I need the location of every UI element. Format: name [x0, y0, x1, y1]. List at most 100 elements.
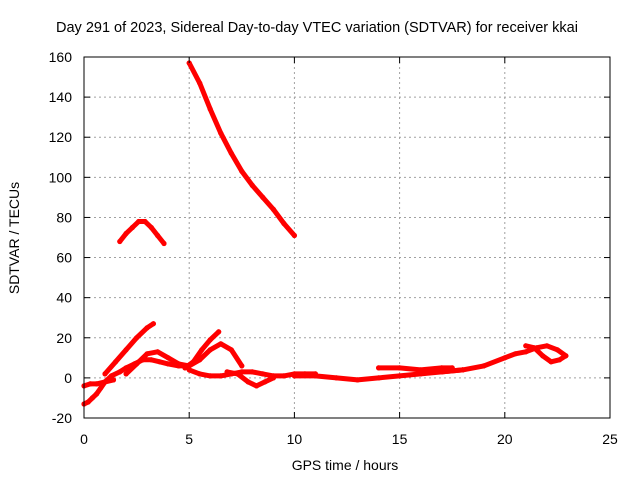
data-point — [228, 150, 234, 156]
data-point — [161, 240, 167, 247]
data-point — [291, 373, 297, 379]
data-point — [270, 206, 276, 212]
data-point — [418, 371, 424, 377]
data-point — [260, 194, 266, 200]
data-point — [197, 357, 203, 363]
data-point — [123, 371, 129, 377]
data-point — [197, 80, 203, 86]
series-arc-mid — [117, 218, 167, 247]
data-point — [110, 377, 117, 383]
data-point — [512, 351, 518, 357]
data-point — [136, 218, 142, 225]
plot-frame — [83, 56, 611, 419]
data-point — [418, 367, 424, 373]
series-arc-dip — [224, 369, 276, 389]
data-point — [165, 361, 171, 367]
data-point — [123, 365, 129, 371]
data-point — [207, 106, 213, 112]
y-tick-label-40: 40 — [56, 290, 72, 306]
data-point — [354, 377, 361, 383]
data-point — [87, 381, 93, 387]
data-point — [249, 182, 255, 188]
data-point — [523, 343, 529, 349]
data-point — [140, 357, 146, 363]
data-point — [397, 365, 403, 371]
y-tick-label-60: 60 — [56, 250, 72, 266]
data-point — [148, 357, 154, 363]
y-axis-label: SDTVAR / TECUs — [6, 182, 22, 294]
series-trace-arc-late — [439, 343, 569, 375]
data-point — [376, 365, 382, 371]
data-point — [89, 395, 95, 401]
data-point — [113, 359, 119, 365]
x-axis-label: GPS time / hours — [292, 457, 399, 473]
data-point — [460, 367, 466, 373]
series-arc-early — [81, 357, 192, 407]
data-point — [131, 361, 138, 367]
y-tick-label-120: 120 — [49, 129, 73, 145]
series-arc-late-b — [523, 343, 569, 365]
x-tick-label-15: 15 — [392, 431, 408, 447]
data-point — [155, 232, 161, 239]
series-trace-arc-early — [81, 357, 192, 407]
x-tick-label-5: 5 — [185, 431, 193, 447]
x-tick-label-25: 25 — [602, 431, 618, 447]
data-point — [117, 238, 123, 245]
data-point — [123, 347, 129, 353]
data-point — [216, 329, 222, 335]
data-point — [253, 383, 260, 389]
data-point — [165, 355, 171, 361]
data-point — [150, 321, 156, 327]
data-point — [481, 363, 487, 369]
data-point — [144, 325, 150, 331]
data-point — [186, 363, 192, 369]
y-tick-label-20: 20 — [56, 330, 72, 346]
data-point — [531, 345, 537, 351]
data-point — [102, 379, 108, 385]
series-trace-arc-high — [186, 60, 297, 238]
x-tick-label-20: 20 — [497, 431, 513, 447]
data-point — [563, 353, 569, 359]
data-point — [270, 375, 276, 381]
data-point — [207, 337, 213, 343]
data-point — [129, 224, 135, 231]
data-point — [218, 341, 224, 347]
y-tick-label-160: 160 — [49, 49, 73, 65]
data-point — [544, 343, 550, 349]
data-point — [108, 373, 114, 379]
y-tick-label-140: 140 — [49, 89, 73, 105]
x-tick-label-0: 0 — [80, 431, 88, 447]
data-point — [523, 349, 529, 355]
data-point — [245, 379, 251, 385]
data-point — [197, 371, 203, 377]
data-point — [556, 357, 563, 363]
data-point — [142, 218, 148, 225]
x-tick-label-10: 10 — [287, 431, 303, 447]
data-point — [98, 385, 104, 391]
data-point — [176, 363, 182, 369]
data-point — [554, 347, 561, 353]
data-point — [281, 220, 287, 227]
data-point — [117, 369, 123, 375]
axis-ticks: 0 5 10 15 20 25 -20 0 20 40 60 80 100 120 140 160 — [49, 49, 618, 447]
data-point — [207, 347, 213, 353]
y-tick-label--20: -20 — [52, 410, 72, 426]
data-point — [260, 371, 266, 377]
data-point — [397, 373, 403, 379]
data-point — [502, 355, 508, 361]
data-point — [548, 359, 554, 365]
data-point — [439, 365, 445, 371]
y-tick-label-80: 80 — [56, 209, 72, 225]
data-point — [94, 391, 100, 397]
data-point — [224, 369, 230, 375]
chart-title: Day 291 of 2023, Sidereal Day-to-day VTE… — [56, 20, 578, 36]
data-point — [239, 168, 245, 174]
data-point — [249, 369, 255, 375]
data-point — [262, 379, 268, 385]
series-arc-high — [186, 60, 297, 239]
data-point — [123, 230, 129, 237]
data-point — [218, 130, 224, 136]
data-point — [291, 232, 297, 239]
data-point — [235, 371, 241, 377]
